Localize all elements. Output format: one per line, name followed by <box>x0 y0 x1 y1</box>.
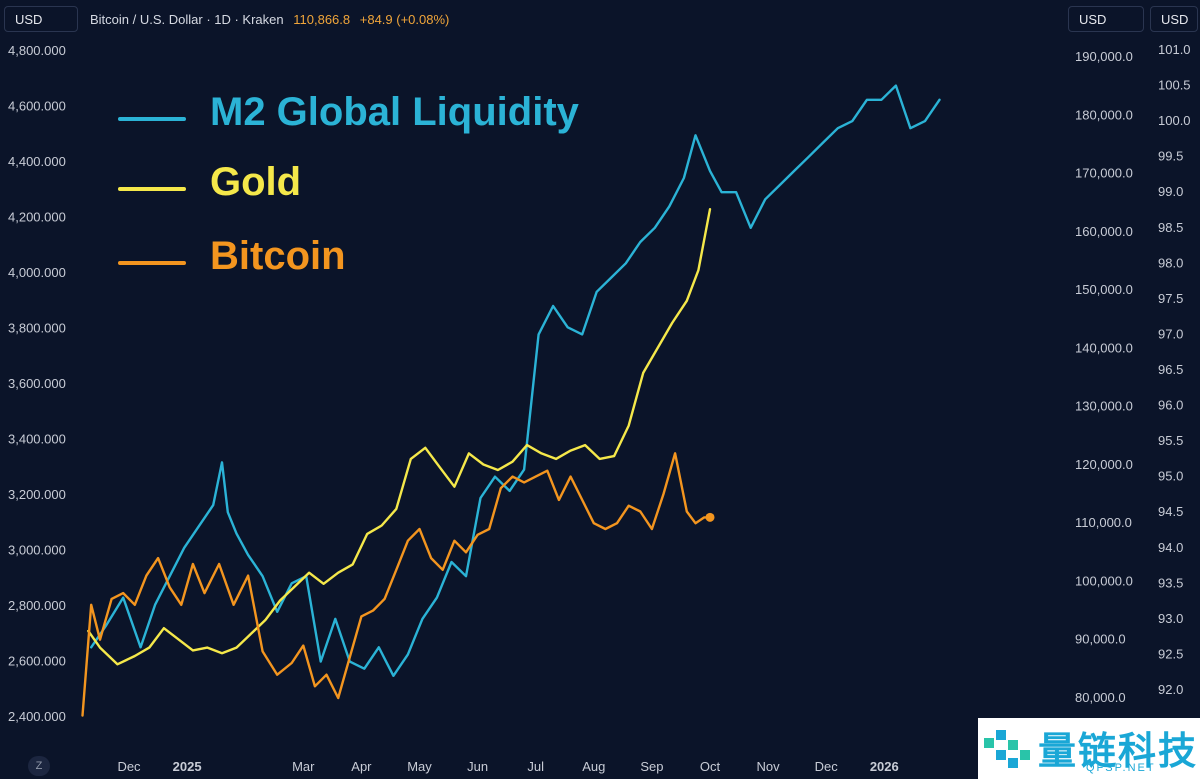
left-axis: 4,800.000 4,600.000 4,400.000 4,200.000 4,00… <box>8 43 66 724</box>
right2-tick-label: 98.0 <box>1158 255 1183 270</box>
watermark-text: 量链科技 <box>1038 729 1199 773</box>
series-layer <box>81 84 941 717</box>
legend-label-bitcoin: Bitcoin <box>210 234 346 278</box>
right2-tick-label: 98.5 <box>1158 220 1183 235</box>
left-tick-label: 3,200.000 <box>8 487 66 502</box>
right1-tick-label: 130,000.0 <box>1075 399 1133 414</box>
x-tick-label: Aug <box>582 759 605 774</box>
x-tick-label: Dec <box>117 759 141 774</box>
x-tick-label: Sep <box>640 759 663 774</box>
right2-tick-label: 93.5 <box>1158 575 1183 590</box>
right2-tick-label: 101.0 <box>1158 42 1191 57</box>
bitcoin-last-value-dot <box>705 512 715 522</box>
right1-tick-label: 180,000.0 <box>1075 107 1133 122</box>
x-tick-label: Apr <box>351 759 372 774</box>
series-line-gold <box>87 207 712 666</box>
symbol-info: Bitcoin / U.S. Dollar · 1D · Kraken 110,… <box>90 12 449 27</box>
right1-tick-label: 80,000.0 <box>1075 690 1126 705</box>
legend-label-gold: Gold <box>210 160 302 204</box>
right1-tick-label: 100,000.0 <box>1075 573 1133 588</box>
right2-tick-label: 94.5 <box>1158 504 1183 519</box>
left-tick-label: 2,800.000 <box>8 598 66 613</box>
series-line-m2-global-liquidity <box>89 84 941 677</box>
left-tick-label: 3,800.000 <box>8 321 66 336</box>
symbol-title: Bitcoin / U.S. Dollar · 1D · Kraken <box>90 12 284 27</box>
x-tick-label: May <box>407 759 432 774</box>
right2-tick-label: 92.5 <box>1158 646 1183 661</box>
right2-tick-label: 93.0 <box>1158 611 1183 626</box>
right2-tick-label: 100.5 <box>1158 78 1191 93</box>
left-tick-label: 3,000.000 <box>8 543 66 558</box>
right1-tick-label: 110,000.0 <box>1075 515 1132 530</box>
price-change: +84.9 (+0.08%) <box>359 12 450 27</box>
x-tick-label: Mar <box>292 759 315 774</box>
x-tick-label: Oct <box>700 759 721 774</box>
right2-tick-label: 92.0 <box>1158 682 1183 697</box>
left-tick-label: 3,600.000 <box>8 376 66 391</box>
left-tick-label: 4,000.000 <box>8 265 66 280</box>
right1-tick-label: 140,000.0 <box>1075 340 1133 355</box>
x-axis: Dec 2025 Mar Apr May Jun Jul Aug Sep Oct Nov Dec 202… <box>117 759 898 774</box>
watermark-logo-icon <box>984 730 1030 768</box>
series-line-bitcoin <box>81 452 712 717</box>
currency-selector-right-1[interactable]: USD <box>1068 6 1144 32</box>
x-tick-label: Jun <box>467 759 488 774</box>
right2-tick-label: 95.5 <box>1158 433 1183 448</box>
right1-tick-label: 170,000.0 <box>1075 166 1133 181</box>
left-tick-label: 4,800.000 <box>8 43 66 58</box>
last-price: 110,866.8 <box>293 12 351 27</box>
right2-tick-label: 97.5 <box>1158 291 1183 306</box>
legend-label-m2: M2 Global Liquidity <box>210 90 579 134</box>
left-tick-label: 2,600.000 <box>8 654 66 669</box>
x-tick-label: 2026 <box>870 759 899 774</box>
right2-tick-label: 99.5 <box>1158 149 1183 164</box>
right2-tick-label: 100.0 <box>1158 113 1191 128</box>
right-axis-bitcoin: 190,000.0 180,000.0 170,000.0 160,000.0 150,… <box>1075 49 1133 705</box>
right1-tick-label: 90,000.0 <box>1075 632 1126 647</box>
right2-tick-label: 97.0 <box>1158 326 1183 341</box>
legend-swatch-m2 <box>118 117 186 121</box>
right1-tick-label: 150,000.0 <box>1075 282 1133 297</box>
right2-tick-label: 94.0 <box>1158 540 1183 555</box>
right2-tick-label: 96.5 <box>1158 362 1183 377</box>
x-tick-label: Dec <box>815 759 839 774</box>
right1-tick-label: 190,000.0 <box>1075 49 1133 64</box>
right2-tick-label: 95.0 <box>1158 469 1183 484</box>
left-tick-label: 3,400.000 <box>8 432 66 447</box>
watermark-url: QFSP.NET <box>1086 762 1156 774</box>
left-tick-label: 4,200.000 <box>8 210 66 225</box>
watermark: 量链科技 QFSP.NET <box>978 718 1200 779</box>
left-tick-label: 4,400.000 <box>8 154 66 169</box>
legend-swatch-gold <box>118 187 186 191</box>
x-tick-label: 2025 <box>173 759 202 774</box>
zoom-reset-button[interactable]: Z <box>28 756 50 776</box>
x-tick-label: Nov <box>757 759 781 774</box>
right1-tick-label: 120,000.0 <box>1075 457 1133 472</box>
currency-selector-right-2[interactable]: USD <box>1150 6 1198 32</box>
right-axis-m2: 101.0 100.5 100.0 99.5 99.0 98.5 98.0 97.5 97.0 9… <box>1158 42 1191 697</box>
left-tick-label: 2,400.000 <box>8 709 66 724</box>
left-tick-label: 4,600.000 <box>8 99 66 114</box>
legend-swatch-bitcoin <box>118 261 186 265</box>
currency-selector-left[interactable]: USD <box>4 6 78 32</box>
right2-tick-label: 96.0 <box>1158 398 1183 413</box>
right2-tick-label: 99.0 <box>1158 184 1183 199</box>
right1-tick-label: 160,000.0 <box>1075 224 1133 239</box>
x-tick-label: Jul <box>527 759 544 774</box>
